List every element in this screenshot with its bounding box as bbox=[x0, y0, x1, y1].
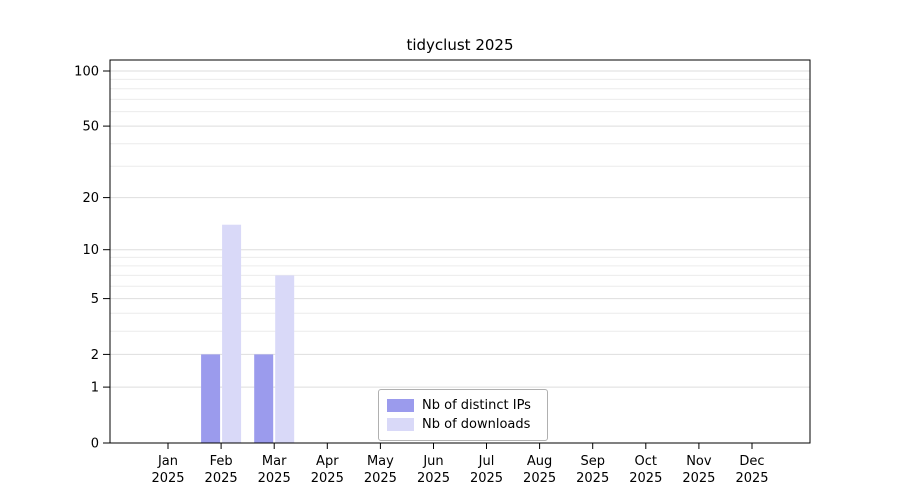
x-tick-label-month: Sep bbox=[580, 454, 605, 469]
x-tick-label-month: Feb bbox=[210, 454, 233, 469]
x-tick-label-year: 2025 bbox=[735, 471, 768, 486]
x-tick-label-year: 2025 bbox=[205, 471, 238, 486]
legend-swatch-downloads bbox=[387, 418, 414, 431]
x-tick-label-month: Nov bbox=[686, 454, 712, 469]
y-tick-label: 5 bbox=[91, 292, 99, 307]
x-tick-label-month: Oct bbox=[635, 454, 657, 469]
y-tick-label: 100 bbox=[74, 65, 99, 80]
bar-feb-series1 bbox=[222, 224, 242, 443]
legend-label-distinct-ips: Nb of distinct IPs bbox=[422, 398, 531, 413]
x-tick-label-month: Aug bbox=[527, 454, 552, 469]
x-tick-label-month: Dec bbox=[739, 454, 764, 469]
bar-mar-series0 bbox=[254, 354, 274, 443]
x-tick-label-month: Jun bbox=[422, 454, 443, 469]
legend-item-downloads: Nb of downloads bbox=[387, 415, 537, 434]
x-tick-label-month: Apr bbox=[316, 454, 339, 469]
y-tick-label: 50 bbox=[82, 120, 99, 135]
x-tick-label-year: 2025 bbox=[576, 471, 609, 486]
y-tick-label: 0 bbox=[91, 437, 99, 452]
x-tick-label-year: 2025 bbox=[151, 471, 184, 486]
legend: Nb of distinct IPs Nb of downloads bbox=[378, 389, 548, 441]
bar-mar-series1 bbox=[275, 275, 295, 443]
x-tick-label-month: Mar bbox=[262, 454, 287, 469]
x-tick-label-month: Jan bbox=[157, 454, 178, 469]
y-tick-label: 10 bbox=[82, 243, 99, 258]
legend-item-distinct-ips: Nb of distinct IPs bbox=[387, 396, 537, 415]
x-tick-label-year: 2025 bbox=[364, 471, 397, 486]
x-tick-label-year: 2025 bbox=[629, 471, 662, 486]
x-tick-label-year: 2025 bbox=[258, 471, 291, 486]
x-tick-label-month: Jul bbox=[478, 454, 495, 469]
x-tick-label-month: May bbox=[367, 454, 394, 469]
y-tick-label: 20 bbox=[82, 191, 99, 206]
x-tick-label-year: 2025 bbox=[417, 471, 450, 486]
x-tick-label-year: 2025 bbox=[682, 471, 715, 486]
x-tick-label-year: 2025 bbox=[523, 471, 556, 486]
x-tick-label-year: 2025 bbox=[311, 471, 344, 486]
legend-swatch-distinct-ips bbox=[387, 399, 414, 412]
axis-box bbox=[109, 59, 811, 444]
y-tick-label: 2 bbox=[91, 348, 99, 363]
legend-label-downloads: Nb of downloads bbox=[422, 417, 531, 432]
x-tick-label-year: 2025 bbox=[470, 471, 503, 486]
y-tick-label: 1 bbox=[91, 381, 99, 396]
chart-title: tidyclust 2025 bbox=[406, 36, 514, 54]
bar-feb-series0 bbox=[201, 354, 221, 443]
